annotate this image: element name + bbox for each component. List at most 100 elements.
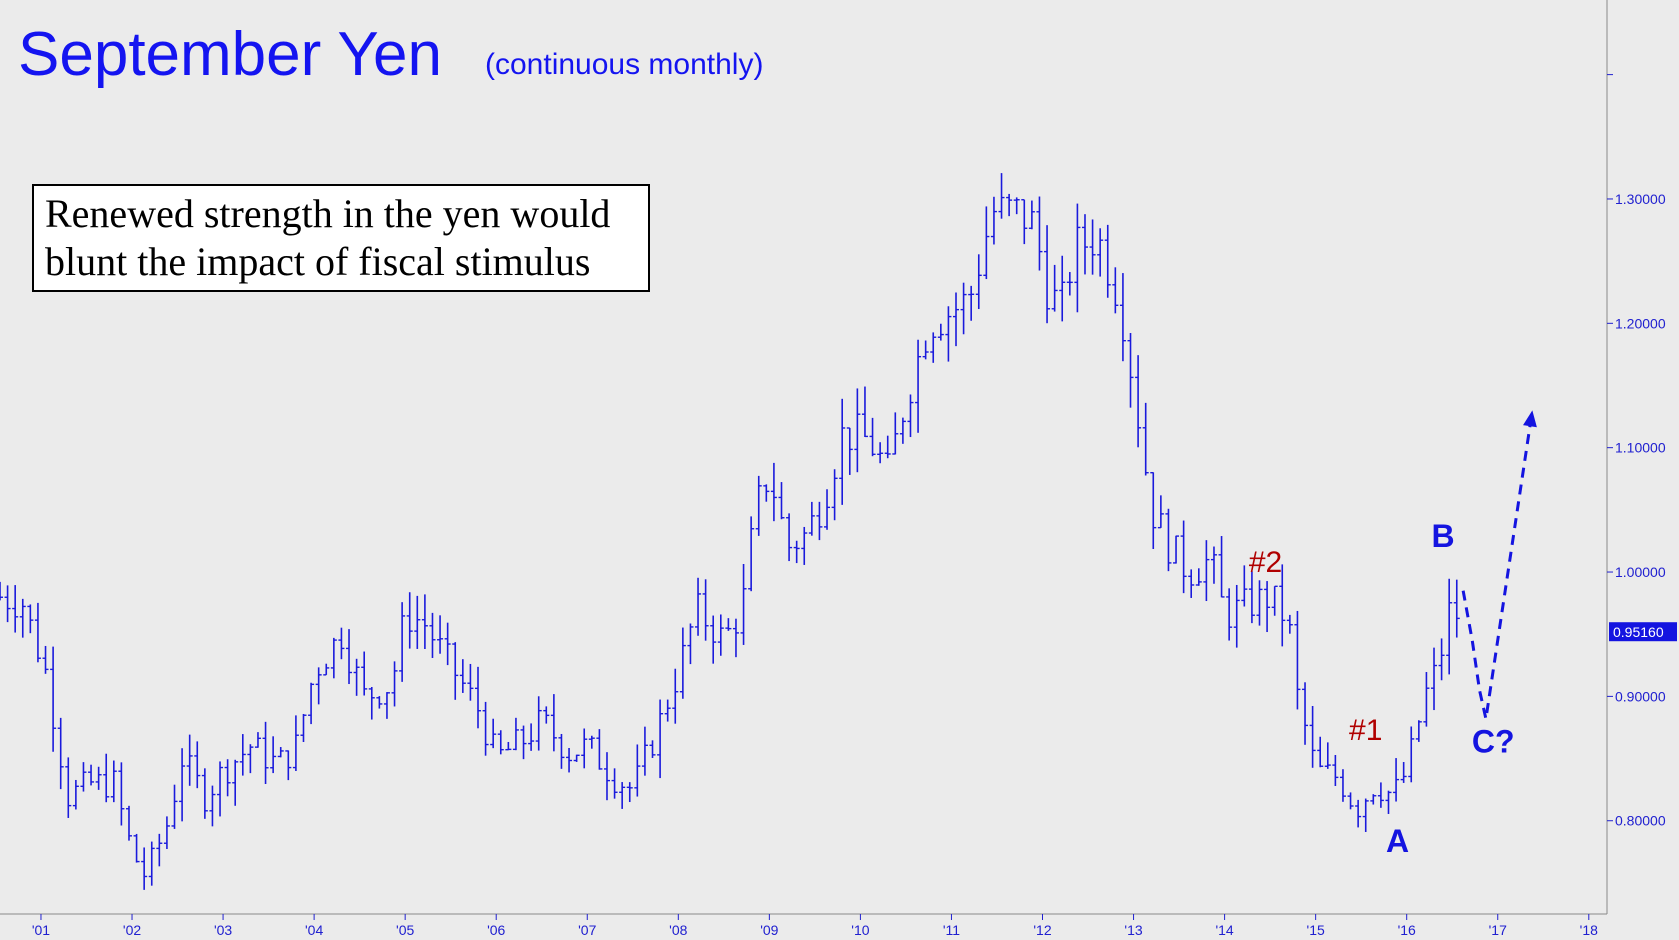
ohlc-bar [861,386,868,438]
ohlc-bar [725,618,732,631]
ohlc-bar [209,785,216,827]
ohlc-bar [1135,355,1142,448]
ohlc-bar [672,668,679,724]
x-tick-label: '01 [32,922,50,938]
x-tick-label: '16 [1398,922,1416,938]
ohlc-bar [1074,203,1081,313]
ohlc-bar [72,779,79,810]
ohlc-bar [634,744,641,797]
y-tick-label: 0.80000 [1615,813,1666,829]
ohlc-bar [1294,610,1301,710]
ohlc-bar [459,659,466,693]
ohlc-bar [740,564,747,645]
ohlc-bar [239,734,246,776]
ohlc-bar [801,526,808,565]
ohlc-bar [323,663,330,676]
ohlc-bar [1142,402,1149,476]
y-tick-label: 1.20000 [1615,315,1666,331]
ohlc-bar [1339,769,1346,802]
ohlc-bar [581,728,588,769]
ohlc-bar [308,682,315,725]
ohlc-bar [1347,792,1354,810]
ohlc-bar [1226,588,1233,641]
ohlc-bar [414,595,421,649]
ohlc-bar [869,417,876,457]
ohlc-bar [88,764,95,786]
ohlc-bar [968,285,975,321]
ohlc-bar [1127,333,1134,408]
ohlc-bar [877,442,884,464]
ohlc-bar [1453,579,1460,638]
ohlc-bar [0,581,3,601]
ohlc-bar [406,592,413,649]
y-axis-ticks: 0.80000 0.90000 1.00000 1.10000 1.20000 1.300… [1607,74,1666,829]
y-tick-label: 1.10000 [1615,440,1666,456]
x-tick-label: '12 [1033,922,1051,938]
wave-label: #1 [1349,714,1382,747]
ohlc-bar [1173,535,1180,564]
x-tick-label: '08 [669,922,687,938]
ohlc-bar [824,489,831,530]
ohlc-bar [543,706,550,724]
last-price-label: 0.95160 [1613,624,1664,640]
ohlc-bar [80,762,87,792]
ohlc-bar [892,412,899,455]
ohlc-bar [1431,647,1438,711]
ohlc-bar [148,841,155,886]
ohlc-bar [1438,638,1445,681]
ohlc-bar [550,694,557,752]
ohlc-bar [603,752,610,801]
note-box: Renewed strength in the yen would blunt … [32,184,650,292]
chart-subtitle: (continuous monthly) [485,48,763,81]
ohlc-bar [277,747,284,758]
ohlc-bar [937,323,944,341]
ohlc-bar [588,735,595,749]
ohlc-bar [1317,736,1324,768]
ohlc-bar [1013,197,1020,215]
ohlc-bar [990,196,997,245]
ohlc-bar [330,637,337,679]
wave-labels: #2 #1 B A C? [1249,518,1515,859]
ohlc-bar [490,718,497,749]
ohlc-bar [452,642,459,700]
ohlc-bar [748,516,755,592]
x-tick-label: '04 [305,922,323,938]
price-bars [0,173,1460,890]
ohlc-bar [1271,585,1278,616]
ohlc-bar [1165,508,1172,572]
ohlc-bar [65,757,72,818]
ohlc-bar [247,744,254,774]
y-tick-label: 1.00000 [1615,564,1666,580]
ohlc-bar [816,501,823,541]
x-tick-label: '15 [1307,922,1325,938]
ohlc-bar [1302,682,1309,745]
x-tick-label: '02 [123,922,141,938]
ohlc-bar [194,741,201,789]
ohlc-bar [421,594,428,650]
x-tick-label: '11 [943,922,960,938]
ohlc-bar [1210,546,1217,584]
ohlc-bar [1256,580,1263,626]
ohlc-bar [899,417,906,444]
ohlc-bar [50,646,57,752]
ohlc-bar [57,717,64,790]
ohlc-bar [1286,614,1293,634]
ohlc-bar [467,663,474,701]
ohlc-bar [1195,568,1202,586]
ohlc-bar [975,254,982,310]
x-tick-label: '18 [1580,922,1598,938]
ohlc-bar [361,651,368,696]
ohlc-bar [125,805,132,841]
ohlc-bar [118,762,125,826]
ohlc-bar [1021,199,1028,245]
ohlc-bar [171,784,178,829]
ohlc-bar [930,332,937,363]
ohlc-bar [1415,720,1422,742]
ohlc-bar [907,394,914,438]
ohlc-bar [399,602,406,682]
wave-label: A [1386,823,1409,859]
x-tick-label: '05 [396,922,414,938]
ohlc-bar [1180,520,1187,594]
ohlc-bar [232,759,239,806]
